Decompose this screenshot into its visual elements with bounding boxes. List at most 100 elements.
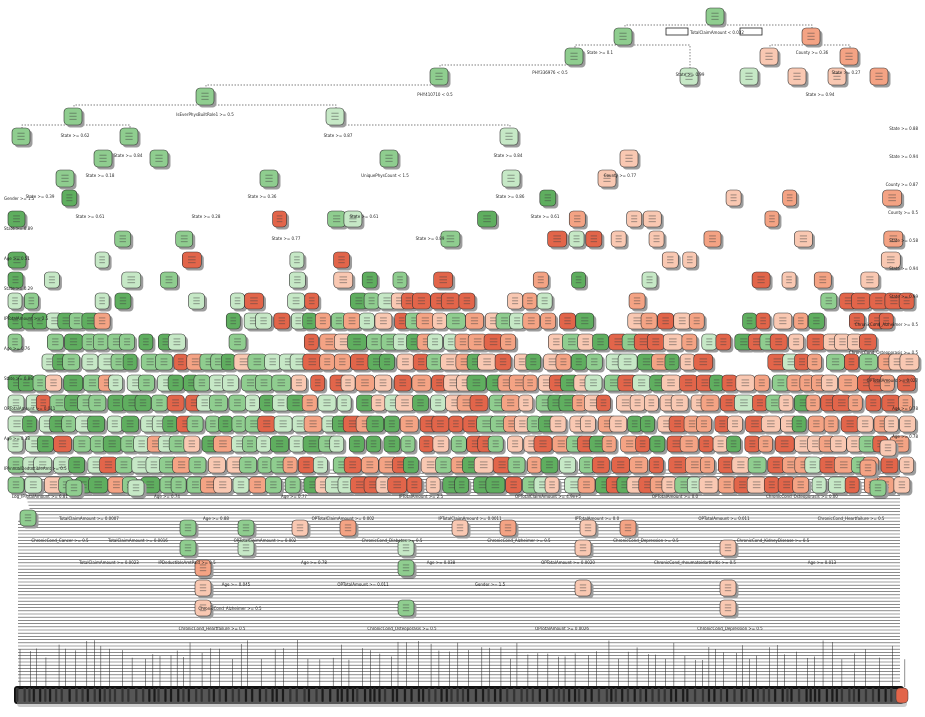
node-text-line xyxy=(417,300,426,302)
node-text-line xyxy=(319,320,326,322)
node-text-line xyxy=(783,481,791,483)
node-text-line xyxy=(883,320,889,322)
node-text-line xyxy=(835,443,842,445)
node-text-line xyxy=(753,461,761,463)
leaf-node xyxy=(877,687,881,703)
node-text-line xyxy=(627,344,635,346)
node-text-line xyxy=(625,154,633,156)
node-text-line xyxy=(430,487,436,489)
leaf-node xyxy=(785,687,789,703)
node-text-line xyxy=(262,467,268,469)
node-text-line xyxy=(514,382,523,384)
node-text-line xyxy=(411,323,419,325)
leaf-node xyxy=(450,687,453,703)
node-text-line xyxy=(356,364,364,366)
node-text-line xyxy=(308,341,315,343)
node-text-line xyxy=(73,317,80,319)
node-text-line xyxy=(431,358,438,360)
node-text-line xyxy=(338,262,345,264)
node-text-line xyxy=(826,385,833,387)
node-text-line xyxy=(249,317,258,319)
node-text-line xyxy=(104,461,113,463)
leaf-node xyxy=(410,687,413,703)
node-text-line xyxy=(724,547,732,549)
node-text-line xyxy=(903,461,910,463)
node-text-line xyxy=(458,481,465,483)
node-text-line xyxy=(634,399,641,401)
tree-node xyxy=(661,251,681,271)
node-text-line xyxy=(295,361,303,363)
node-text-line xyxy=(152,443,159,445)
node-text-line xyxy=(507,174,515,176)
node-text-line xyxy=(27,320,36,322)
node-text-line xyxy=(344,524,352,526)
node-text-line xyxy=(579,590,587,592)
tree-node xyxy=(289,251,307,271)
node-text-line xyxy=(188,385,195,387)
node-text-line xyxy=(548,364,556,366)
node-text-line xyxy=(26,420,33,422)
node-text-line xyxy=(706,338,713,340)
node-text-line xyxy=(674,461,682,463)
node-text-line xyxy=(704,464,711,466)
node-text-line xyxy=(348,323,356,325)
tree-node xyxy=(577,476,598,496)
node-text-line xyxy=(339,344,348,346)
node-text-line xyxy=(12,341,18,343)
node-text-line xyxy=(338,467,346,469)
node-text-line xyxy=(530,364,537,366)
leaf-node xyxy=(68,687,72,703)
node-text-line xyxy=(903,300,910,302)
leaf-node xyxy=(520,687,524,703)
node-text-line xyxy=(93,405,101,407)
node-text-line xyxy=(182,420,190,422)
node-text-line xyxy=(260,440,267,442)
node-text-line xyxy=(193,297,200,299)
node-text-line xyxy=(512,303,519,305)
node-text-line xyxy=(833,487,842,489)
node-text-line xyxy=(851,446,858,448)
node-text-line xyxy=(460,358,468,360)
node-text-line xyxy=(27,323,36,325)
node-text-line xyxy=(417,399,424,401)
node-text-line xyxy=(120,467,128,469)
node-text-line xyxy=(198,385,206,387)
node-text-line xyxy=(425,426,433,428)
tree-node xyxy=(555,353,574,373)
node-text-line xyxy=(40,405,47,407)
node-text-line xyxy=(813,317,820,319)
node-text-line xyxy=(73,467,80,469)
node-text-line xyxy=(17,138,25,140)
node-text-line xyxy=(324,443,333,445)
node-text-line xyxy=(654,440,661,442)
node-text-line xyxy=(260,446,267,448)
node-text-line xyxy=(237,481,245,483)
node-text-line xyxy=(184,544,192,546)
node-text-line xyxy=(582,440,590,442)
node-text-line xyxy=(638,385,646,387)
node-text-line xyxy=(132,379,140,381)
node-text-line xyxy=(568,338,576,340)
node-text-line xyxy=(886,464,893,466)
node-text-line xyxy=(162,338,169,340)
node-text-line xyxy=(115,364,122,366)
node-text-line xyxy=(495,426,504,428)
node-text-line xyxy=(833,484,842,486)
node-text-line xyxy=(125,138,133,140)
node-text-line xyxy=(339,282,348,284)
node-text-line xyxy=(522,399,529,401)
node-text-line xyxy=(112,344,120,346)
node-text-line xyxy=(361,399,369,401)
node-text-line xyxy=(384,467,393,469)
node-text-line xyxy=(29,481,37,483)
node-text-line xyxy=(82,399,90,401)
node-text-line xyxy=(306,317,313,319)
node-text-line xyxy=(277,382,286,384)
node-text-line xyxy=(749,443,756,445)
node-text-line xyxy=(706,341,713,343)
tree-node xyxy=(7,476,27,496)
node-text-line xyxy=(851,344,858,346)
tree-node xyxy=(160,271,180,291)
node-text-line xyxy=(783,399,789,401)
node-text-line xyxy=(36,323,43,325)
